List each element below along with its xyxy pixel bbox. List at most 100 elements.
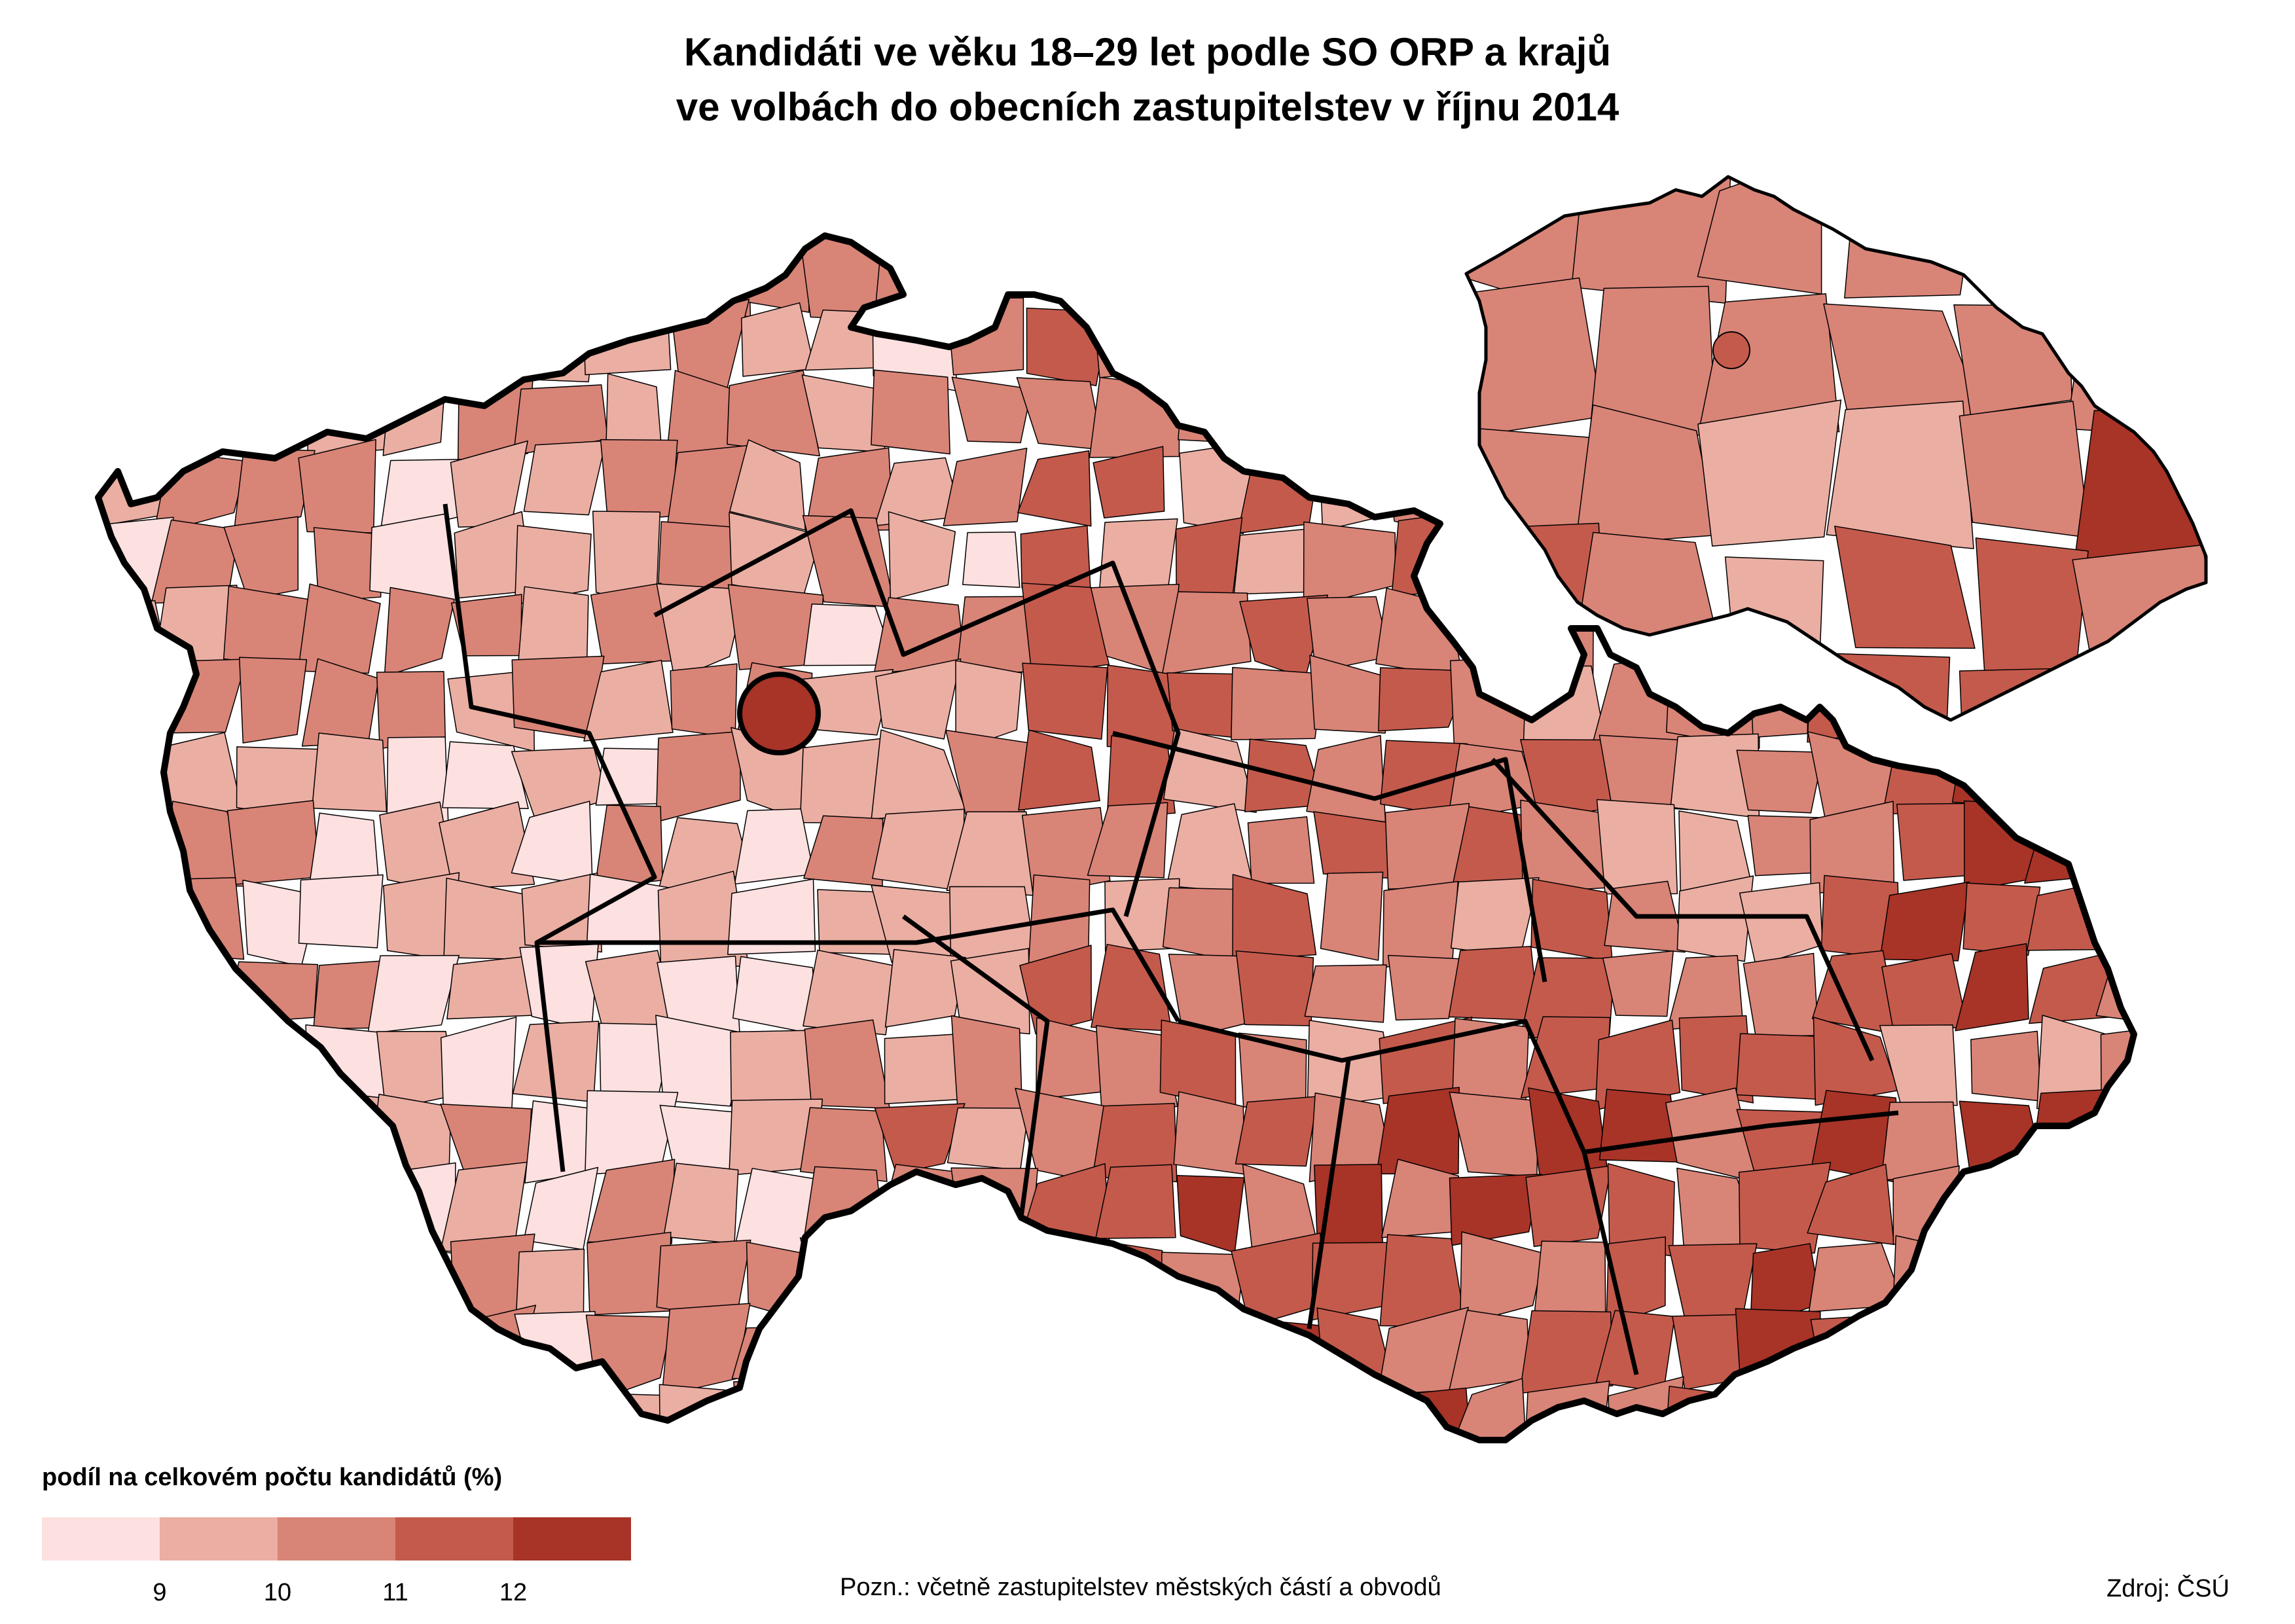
district-area [950, 1015, 1023, 1110]
district-area [1178, 382, 1256, 444]
district-area [528, 1375, 602, 1440]
district-area [1879, 881, 1970, 962]
district-area [1233, 528, 1314, 595]
district-area [962, 532, 1021, 588]
legend-color-scale [42, 1517, 631, 1561]
district-area [1879, 1304, 1975, 1389]
district-area [733, 1380, 811, 1440]
district-area [1881, 953, 1968, 1032]
district-area [1176, 1174, 1245, 1254]
district-area [1310, 236, 1391, 310]
district-area [1098, 518, 1178, 592]
district-area [2044, 1166, 2118, 1242]
district-area [1016, 377, 1104, 451]
legend-swatch-1 [42, 1517, 160, 1561]
title-line-1: Kandidáti ve věku 18–29 let podle SO ORP… [683, 30, 1612, 74]
district-area [1750, 664, 1810, 738]
district-area [310, 298, 378, 391]
district-area [655, 731, 741, 823]
district-area [1307, 1377, 1385, 1440]
district-area [1161, 236, 1251, 307]
district-area [2100, 1022, 2134, 1110]
district-area [98, 664, 173, 736]
legend-tick-label: 12 [499, 1579, 528, 1606]
district-area [588, 236, 677, 315]
district-area [1449, 1174, 1542, 1246]
district-area [2023, 236, 2103, 314]
district-area [1962, 882, 2041, 956]
district-area [1955, 943, 2029, 1032]
district-area [878, 1238, 963, 1319]
district-area [874, 1103, 966, 1174]
district-area [1596, 799, 1678, 895]
district-area [98, 1092, 164, 1183]
district-area [518, 300, 597, 383]
district-area [2115, 804, 2134, 888]
district-area [2027, 878, 2118, 951]
district-area [305, 1383, 384, 1440]
district-area [441, 1376, 537, 1440]
district-area [956, 1240, 1035, 1322]
district-area [2030, 744, 2118, 816]
district-area [523, 440, 607, 516]
region-boundary [901, 914, 1050, 1218]
district-area [964, 1395, 1024, 1440]
district-area [2095, 945, 2134, 1027]
district-area [1466, 277, 1604, 438]
district-area [2106, 1308, 2134, 1399]
district-area [880, 1389, 969, 1440]
district-area [1167, 1375, 1252, 1440]
region-boundary [537, 907, 1181, 1022]
district-area [296, 1307, 388, 1395]
district-area [511, 801, 593, 886]
district-area [1595, 1019, 1681, 1111]
district-area [1699, 293, 1840, 433]
district-area [1093, 446, 1165, 519]
district-area [727, 878, 816, 955]
district-area [1450, 877, 1540, 958]
district-area [1959, 177, 2110, 276]
district-area [446, 956, 533, 1020]
district-area [1975, 537, 2089, 687]
district-area [2103, 888, 2134, 950]
district-area [1896, 803, 1974, 881]
district-area [1524, 1380, 1610, 1440]
district-area [1233, 236, 1310, 318]
legend-swatch-4 [395, 1517, 513, 1561]
district-area [98, 381, 177, 451]
region-boundary [1491, 757, 1875, 1062]
district-area [223, 516, 299, 600]
district-area [447, 310, 532, 372]
district-area [1304, 964, 1387, 1023]
district-area [1530, 878, 1613, 962]
district-area [1237, 442, 1323, 534]
district-area [1735, 1308, 1821, 1398]
district-area [375, 1316, 464, 1398]
title-line-2: ve volbách do obecních zastupitelstev v … [676, 85, 1619, 129]
district-area [2077, 676, 2206, 720]
legend-swatch-2 [160, 1517, 278, 1561]
district-area [871, 369, 950, 455]
district-area [948, 1305, 1038, 1390]
district-area [156, 236, 244, 313]
district-area [1089, 376, 1180, 458]
district-area [813, 1390, 884, 1440]
district-area [1965, 1392, 2028, 1440]
district-area [1738, 1161, 1832, 1254]
district-area [1233, 1318, 1325, 1395]
district-area [225, 369, 313, 455]
map-title: Kandidáti ve věku 18–29 let podle SO ORP… [0, 25, 2295, 135]
district-area [2070, 177, 2206, 306]
map-note: Pozn.: včetně zastupitelstev městských č… [840, 1574, 1441, 1601]
district-area [155, 1314, 236, 1388]
district-area [950, 948, 1030, 1035]
legend-title: podíl na celkovém počtu kandidátů (%) [42, 1464, 503, 1491]
region-boundaries [443, 503, 1899, 1375]
district-area [313, 527, 382, 602]
district-area [1697, 177, 1822, 295]
district-area [312, 732, 388, 812]
district-area [165, 1098, 233, 1164]
district-area [225, 236, 319, 320]
district-area [1236, 1392, 1322, 1440]
district-area [1599, 1089, 1680, 1163]
